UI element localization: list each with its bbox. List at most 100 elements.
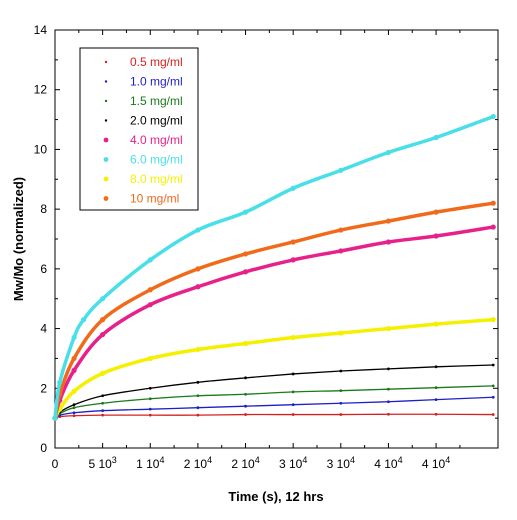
x-tick-label-exponent: 4 <box>445 455 450 465</box>
y-tick-label: 14 <box>34 23 48 37</box>
data-point <box>339 369 343 373</box>
data-point <box>195 346 201 353</box>
data-point <box>195 227 201 233</box>
legend-box <box>79 47 199 211</box>
data-point <box>387 387 390 391</box>
legend-label: 8.0 mg/ml <box>130 172 183 186</box>
series-line <box>53 225 495 420</box>
data-point <box>72 411 76 415</box>
legend-label: 10 mg/ml <box>130 192 179 206</box>
data-point <box>290 257 296 263</box>
legend-label: 1.5 mg/ml <box>130 94 183 108</box>
x-tick-label: 0 <box>52 457 59 471</box>
x-tick-label: 3 104 <box>279 455 307 471</box>
legend-label: 2.0 mg/ml <box>130 114 183 128</box>
data-point <box>291 390 295 394</box>
x-tick-label: 2 104 <box>184 455 212 471</box>
y-tick-label: 0 <box>40 441 47 455</box>
data-point <box>71 355 77 362</box>
legend-marker <box>103 176 109 182</box>
data-point <box>196 413 200 417</box>
data-point <box>147 302 153 308</box>
y-tick-label: 6 <box>40 262 47 276</box>
data-point <box>491 395 495 399</box>
y-tick-label: 12 <box>34 83 48 97</box>
x-tick-label-exponent: 4 <box>159 455 164 465</box>
data-point <box>195 266 201 272</box>
y-tick-label: 8 <box>40 202 47 216</box>
data-point <box>338 248 344 254</box>
data-point <box>490 113 496 120</box>
series-2-0-mg-ml <box>53 363 495 420</box>
data-point <box>339 401 343 405</box>
series-line <box>54 396 494 419</box>
data-point <box>242 209 249 215</box>
y-tick-label: 10 <box>34 142 48 156</box>
data-point <box>290 185 296 191</box>
data-point <box>196 406 200 410</box>
data-point <box>338 330 344 336</box>
x-tick-label: 4 104 <box>422 455 450 471</box>
x-tick-label-exponent: 4 <box>207 455 212 465</box>
data-point <box>196 394 200 398</box>
data-point <box>434 398 438 402</box>
data-point <box>100 331 106 338</box>
data-point <box>101 413 105 417</box>
x-tick-label-base: 3 10 <box>279 457 303 471</box>
series-line <box>53 201 495 420</box>
data-point <box>57 379 63 385</box>
data-point <box>148 397 152 401</box>
data-point <box>387 412 390 416</box>
data-point <box>385 218 392 224</box>
x-tick-label-base: 4 10 <box>374 457 398 471</box>
legend-label: 0.5 mg/ml <box>130 55 183 69</box>
data-point <box>433 134 439 141</box>
y-axis: 0 2 4 6 8 10 12 14 <box>34 23 498 455</box>
data-point <box>433 321 439 327</box>
y-tick-label: 2 <box>40 381 47 395</box>
data-point <box>72 414 76 418</box>
x-tick-label-base: 4 10 <box>422 457 446 471</box>
legend-marker <box>104 60 108 64</box>
data-point <box>244 404 247 408</box>
data-point <box>385 239 392 245</box>
x-tick-label: 4 104 <box>374 455 402 471</box>
data-point <box>338 227 344 233</box>
data-point <box>148 407 152 411</box>
x-tick-label-exponent: 3 <box>112 455 117 465</box>
data-point <box>147 257 153 263</box>
legend-label: 1.0 mg/ml <box>130 75 183 89</box>
x-tick-label-base: 5 10 <box>88 457 112 471</box>
data-point <box>148 413 152 417</box>
data-point <box>100 296 106 302</box>
series-8-0-mg-ml <box>52 317 496 421</box>
data-point <box>490 224 496 230</box>
x-tick-label-base: 1 10 <box>136 457 160 471</box>
x-tick-label: 1 104 <box>136 455 164 471</box>
data-point <box>101 401 105 405</box>
data-point <box>52 415 58 421</box>
data-point <box>434 412 438 416</box>
legend-marker <box>103 137 109 143</box>
data-point <box>148 386 152 390</box>
data-point <box>434 386 438 390</box>
x-tick-label: 3 104 <box>327 455 355 471</box>
data-point <box>291 403 295 407</box>
legend-marker <box>103 157 109 162</box>
x-axis-title: Time (s), 12 hrs <box>228 489 323 504</box>
data-point <box>387 367 390 371</box>
x-tick-label-exponent: 4 <box>255 455 260 465</box>
legend-label: 4.0 mg/ml <box>130 133 183 147</box>
data-point <box>72 403 76 407</box>
data-point <box>100 317 106 323</box>
legend-marker <box>104 80 108 83</box>
data-point <box>491 384 495 388</box>
data-point <box>491 363 495 367</box>
data-point <box>290 239 296 245</box>
data-point <box>244 376 247 380</box>
x-tick-label-exponent: 4 <box>398 455 403 465</box>
data-point <box>242 269 249 275</box>
series-layer <box>52 113 496 421</box>
x-tick-label-exponent: 4 <box>350 455 355 465</box>
